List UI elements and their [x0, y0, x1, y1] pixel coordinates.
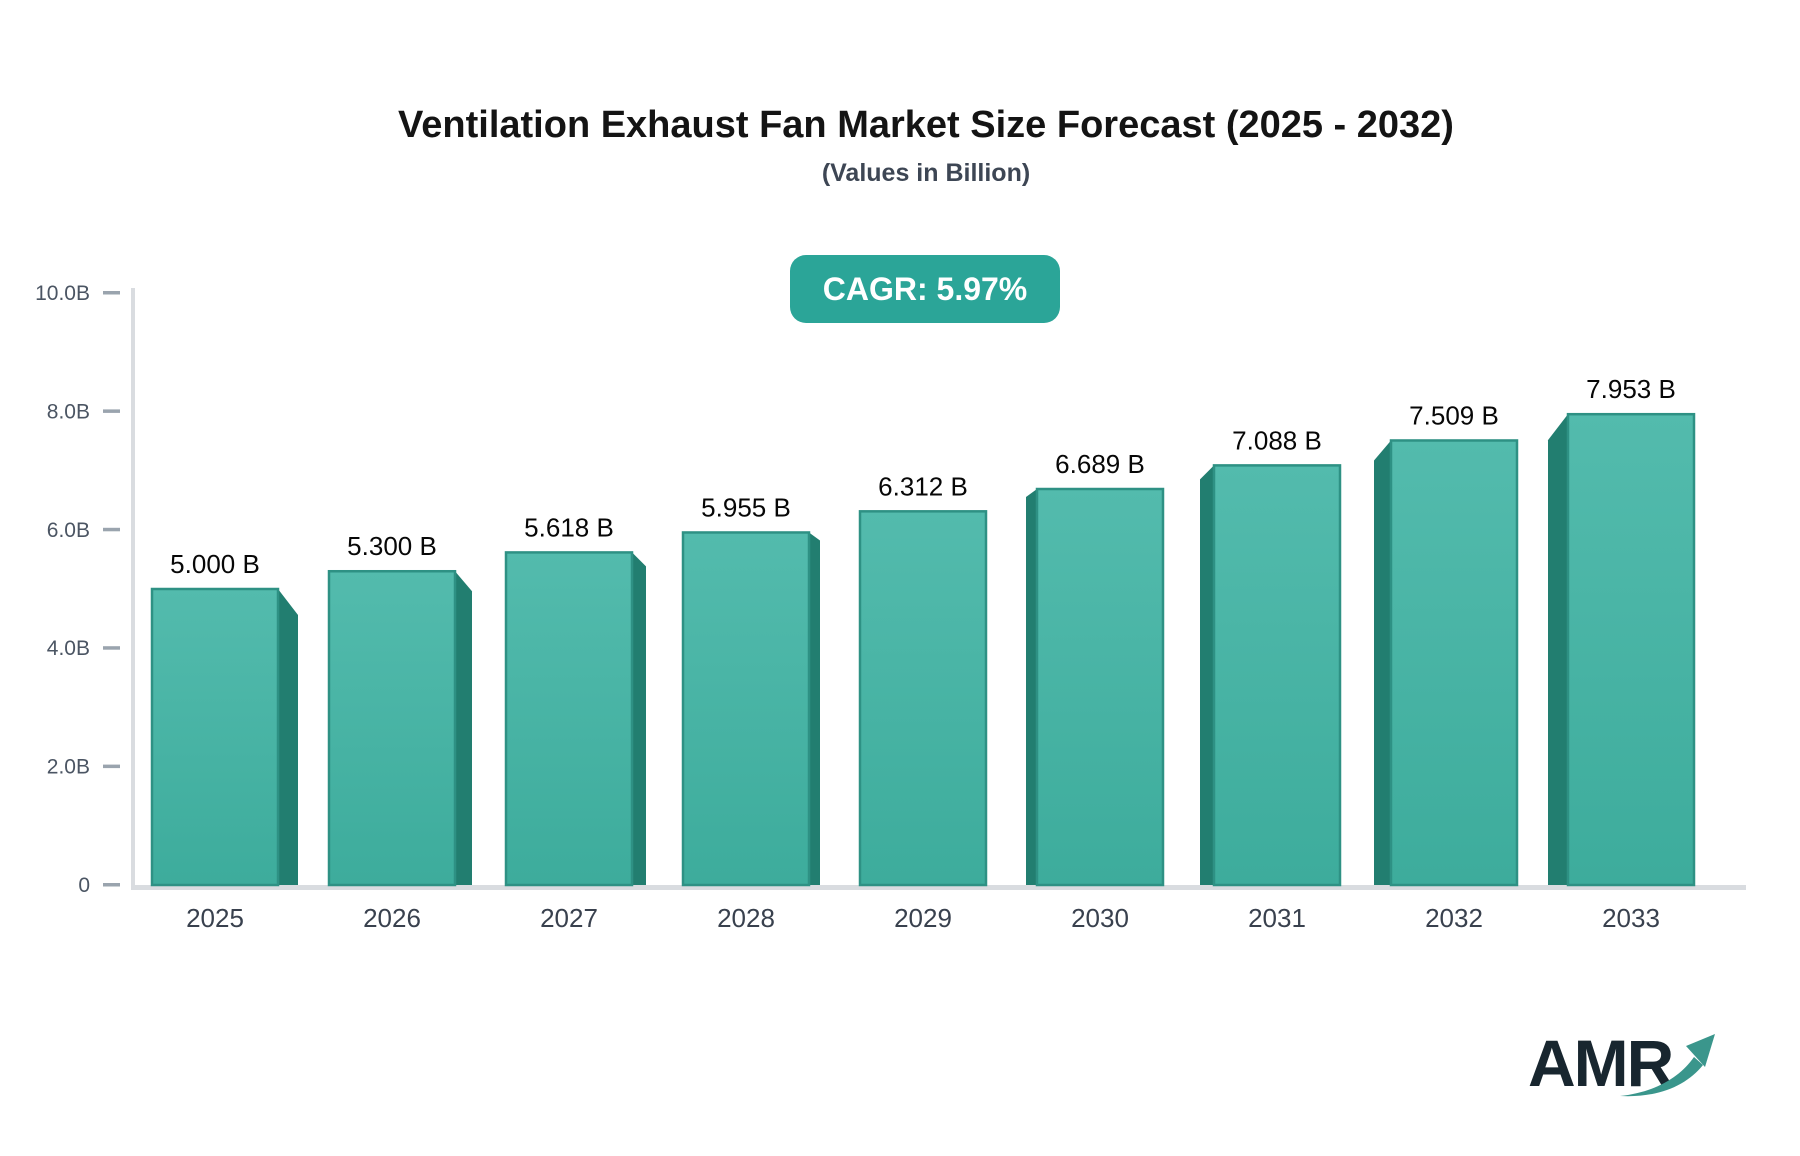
y-tick-mark	[103, 527, 120, 532]
bar-side	[1548, 414, 1568, 885]
bar-value-label: 6.689 B	[1055, 449, 1145, 479]
bar-side	[1026, 489, 1037, 885]
y-tick-mark	[103, 291, 120, 295]
x-tick-label: 2029	[894, 903, 952, 933]
bar	[1566, 412, 1696, 887]
x-axis-line	[131, 885, 1746, 890]
bar	[327, 569, 457, 887]
chart-title: Ventilation Exhaust Fan Market Size Fore…	[398, 104, 1454, 146]
bar	[504, 551, 634, 887]
bar-value-label: 6.312 B	[878, 471, 968, 501]
bar	[1035, 487, 1165, 887]
x-tick-label: 2025	[186, 903, 244, 933]
x-tick-label: 2027	[540, 903, 598, 933]
cagr-badge: CAGR: 5.97%	[790, 255, 1060, 323]
bar-value-label: 7.953 B	[1586, 374, 1676, 404]
amr-logo: AMR	[1528, 1030, 1728, 1120]
y-tick-label: 4.0B	[47, 637, 90, 660]
bar-side	[278, 589, 298, 885]
bar	[681, 531, 811, 887]
y-tick-mark	[103, 764, 120, 769]
bar-value-label: 5.000 B	[170, 549, 260, 579]
bar-side	[455, 571, 472, 885]
bar-value-label: 5.955 B	[701, 492, 791, 522]
x-tick-label: 2033	[1602, 903, 1660, 933]
x-tick-label: 2032	[1425, 903, 1483, 933]
y-tick-label: 6.0B	[47, 519, 90, 542]
x-tick-label: 2031	[1248, 903, 1306, 933]
bar-side	[632, 552, 646, 885]
growth-arrow-icon	[1620, 1034, 1715, 1097]
bar-side	[1374, 440, 1391, 885]
x-tick-label: 2030	[1071, 903, 1129, 933]
y-tick-label: 0	[78, 874, 90, 897]
bar-side	[809, 532, 820, 885]
bar-side	[1200, 465, 1214, 885]
x-tick-label: 2028	[717, 903, 775, 933]
bar	[150, 587, 280, 887]
bar-value-label: 5.300 B	[347, 531, 437, 561]
bar-value-label: 5.618 B	[524, 512, 614, 542]
y-tick-mark	[103, 409, 120, 413]
y-tick-label: 2.0B	[47, 756, 90, 779]
bar	[858, 510, 988, 887]
y-tick-mark	[103, 646, 120, 650]
bar	[1212, 464, 1342, 887]
x-tick-label: 2026	[363, 903, 421, 933]
amr-logo-text: AMR	[1528, 1026, 1674, 1100]
y-tick-label: 10.0B	[35, 282, 90, 305]
chart-subtitle: (Values in Billion)	[821, 159, 1031, 187]
chart-header: Ventilation Exhaust Fan Market Size Fore…	[52, 0, 1800, 187]
bar-value-label: 7.509 B	[1409, 400, 1499, 430]
y-tick-mark	[103, 883, 120, 887]
y-axis-line	[131, 288, 135, 890]
bar-value-label: 7.088 B	[1232, 425, 1322, 455]
y-tick-label: 8.0B	[47, 400, 90, 423]
bar	[1389, 439, 1519, 887]
